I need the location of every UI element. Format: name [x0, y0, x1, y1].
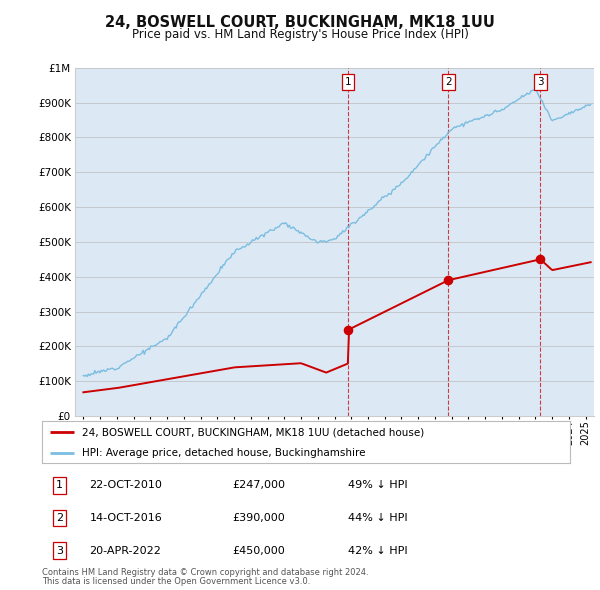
Text: 2: 2: [56, 513, 63, 523]
Point: [343, 325, 353, 335]
Text: 3: 3: [537, 77, 544, 87]
Text: Price paid vs. HM Land Registry's House Price Index (HPI): Price paid vs. HM Land Registry's House …: [131, 28, 469, 41]
Text: 22-OCT-2010: 22-OCT-2010: [89, 480, 163, 490]
Text: This data is licensed under the Open Government Licence v3.0.: This data is licensed under the Open Gov…: [42, 577, 310, 586]
Point: [536, 255, 545, 264]
Text: 14-OCT-2016: 14-OCT-2016: [89, 513, 162, 523]
Text: Contains HM Land Registry data © Crown copyright and database right 2024.: Contains HM Land Registry data © Crown c…: [42, 568, 368, 576]
Text: 24, BOSWELL COURT, BUCKINGHAM, MK18 1UU (detached house): 24, BOSWELL COURT, BUCKINGHAM, MK18 1UU …: [82, 427, 424, 437]
Text: £390,000: £390,000: [232, 513, 285, 523]
Text: 49% ↓ HPI: 49% ↓ HPI: [348, 480, 408, 490]
Text: 1: 1: [344, 77, 351, 87]
Text: 2: 2: [445, 77, 452, 87]
Text: 24, BOSWELL COURT, BUCKINGHAM, MK18 1UU: 24, BOSWELL COURT, BUCKINGHAM, MK18 1UU: [105, 15, 495, 30]
Text: 44% ↓ HPI: 44% ↓ HPI: [348, 513, 408, 523]
Text: 20-APR-2022: 20-APR-2022: [89, 546, 161, 556]
Text: £247,000: £247,000: [232, 480, 285, 490]
Text: 3: 3: [56, 546, 63, 556]
Text: 1: 1: [56, 480, 63, 490]
Point: [443, 276, 453, 285]
Text: 42% ↓ HPI: 42% ↓ HPI: [348, 546, 408, 556]
Text: HPI: Average price, detached house, Buckinghamshire: HPI: Average price, detached house, Buck…: [82, 448, 365, 457]
Text: £450,000: £450,000: [232, 546, 285, 556]
